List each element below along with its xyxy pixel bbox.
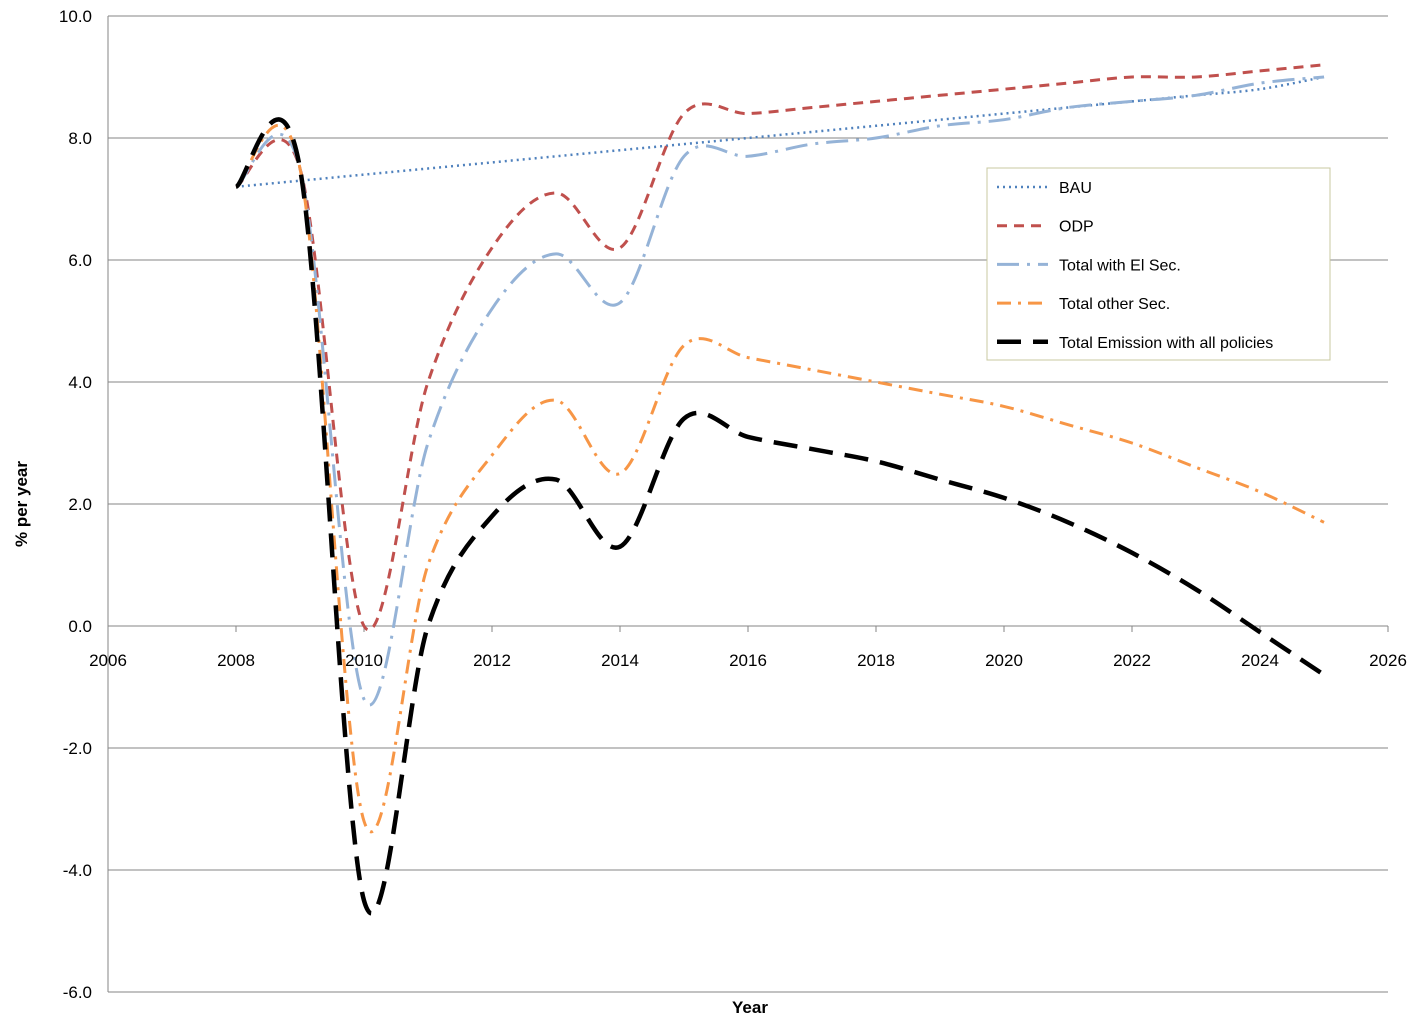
x-axis-title: Year [732, 998, 768, 1017]
series-line-total-with-el-sec [235, 75, 1325, 707]
series-line-total-other-sec [235, 123, 1325, 834]
series-lines [234, 63, 1326, 916]
x-tick-label: 2014 [601, 651, 639, 670]
legend-label-odp: ODP [1059, 219, 1094, 236]
legend-label-total-with-el-sec: Total with El Sec. [1059, 257, 1181, 274]
y-tick-label: 6.0 [68, 251, 92, 270]
series-line-total-emission-with-all-policies [234, 117, 1326, 916]
y-tick-label: 4.0 [68, 373, 92, 392]
y-tick-label: 8.0 [68, 129, 92, 148]
x-tick-label: 2020 [985, 651, 1023, 670]
series-line-bau [235, 75, 1325, 189]
x-tick-label: 2026 [1369, 651, 1407, 670]
x-tick-label: 2012 [473, 651, 511, 670]
y-tick-label: -2.0 [63, 739, 92, 758]
y-tick-label: -6.0 [63, 983, 92, 1002]
x-tick-label: 2006 [89, 651, 127, 670]
x-tick-label: 2024 [1241, 651, 1279, 670]
legend-label-total-other-sec: Total other Sec. [1059, 296, 1170, 313]
legend-label-total-emission-with-all-policies: Total Emission with all policies [1059, 335, 1273, 352]
x-tick-label: 2008 [217, 651, 255, 670]
tick-labels: 10.0 8.0 6.0 4.0 2.0 0.0 -2.0 -4.0 -6.0 2006 2008 2… [59, 7, 1407, 1002]
x-tick-label: 2016 [729, 651, 767, 670]
y-tick-label: 10.0 [59, 7, 92, 26]
y-axis-title: % per year [12, 461, 31, 547]
x-tick-label: 2010 [345, 651, 383, 670]
x-tick-label: 2022 [1113, 651, 1151, 670]
y-tick-label: -4.0 [63, 861, 92, 880]
legend: BAU ODP Total with El Sec. Total other Sec.… [986, 167, 1331, 361]
y-tick-label: 2.0 [68, 495, 92, 514]
y-tick-label: 0.0 [68, 617, 92, 636]
legend-label-bau: BAU [1059, 180, 1092, 197]
x-tick-label: 2018 [857, 651, 895, 670]
axes [107, 16, 1389, 992]
